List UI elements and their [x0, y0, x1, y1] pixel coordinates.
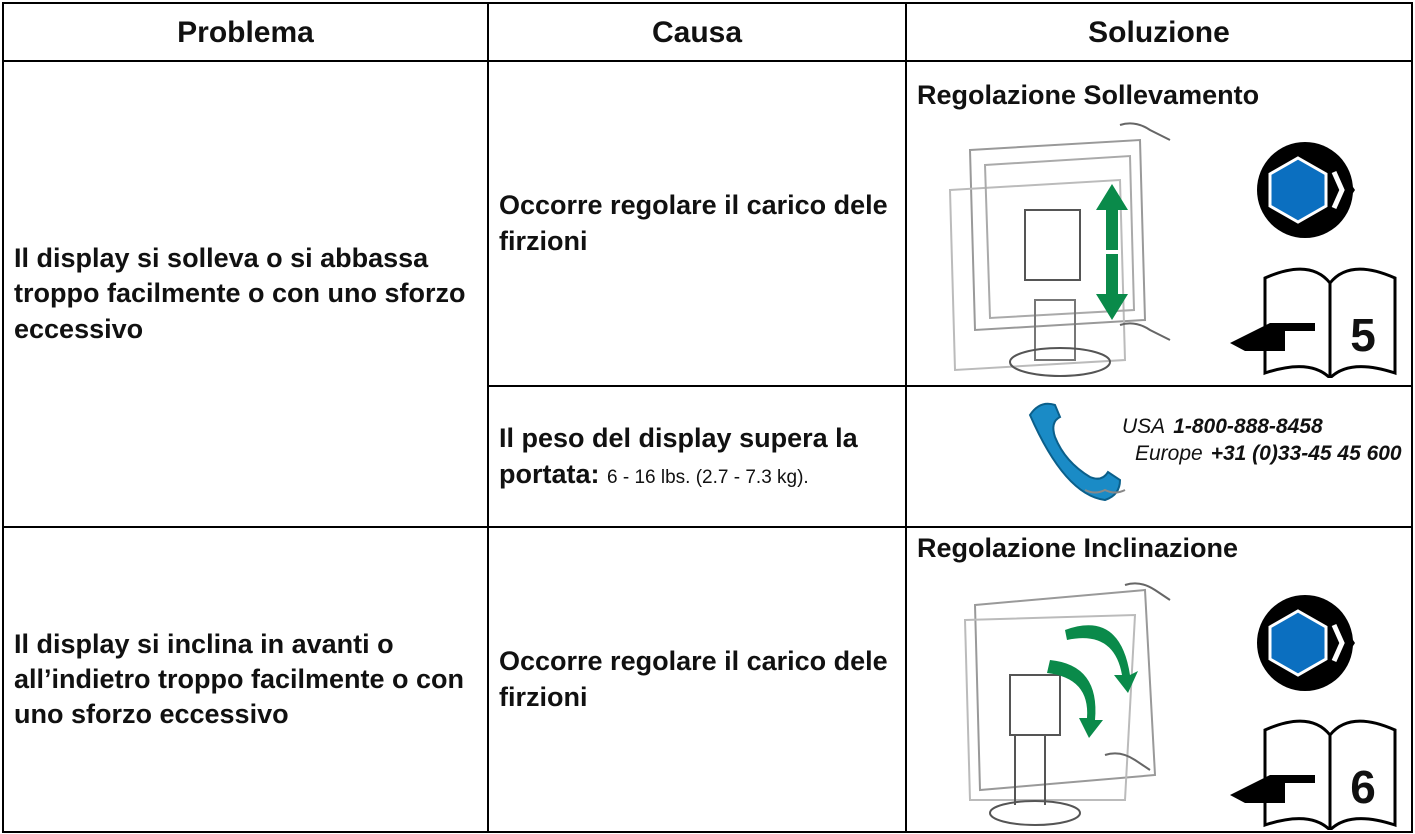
- page-number: 6: [1350, 761, 1376, 813]
- solution-title: Regolazione Sollevamento: [917, 80, 1260, 110]
- cause-cell: Occorre regolare il carico dele firzioni: [487, 526, 907, 833]
- cause-text: Il peso del display supera la portata: 6…: [499, 421, 895, 491]
- problem-cell: Il display si inclina in avanti o all’in…: [2, 526, 489, 833]
- header-cell: Problema: [2, 2, 489, 62]
- solution-cell: [905, 526, 1413, 833]
- manual-icon: 5: [1230, 267, 1397, 378]
- contact-line: Europe +31 (0)33-45 45 600: [1135, 442, 1402, 466]
- cause-cell: Occorre regolare il carico dele firzioni: [487, 60, 907, 387]
- cause-detail: 6 - 16 lbs. (2.7 - 7.3 kg).: [607, 466, 809, 488]
- tool-icon: [1257, 595, 1355, 691]
- header-cell: Causa: [487, 2, 907, 62]
- problem-cell: Il display si solleva o si abbassa tropp…: [2, 60, 489, 528]
- contact-line: USA 1-800-888-8458: [1122, 415, 1323, 439]
- solution-title: Regolazione Inclinazione: [917, 533, 1239, 563]
- page-number: 5: [1350, 309, 1376, 361]
- contact-phone: +31 (0)33-45 45 600: [1210, 442, 1402, 465]
- cause-text: Occorre regolare il carico dele firzioni: [499, 646, 888, 712]
- tool-icon: [1257, 142, 1355, 238]
- problem-text: Il display si inclina in avanti o all’in…: [14, 628, 465, 730]
- contact-region: Europe: [1135, 442, 1203, 465]
- header-cell: Soluzione: [905, 2, 1413, 62]
- contact-region: USA: [1122, 415, 1166, 438]
- phone-icon: [1028, 402, 1126, 502]
- cause-cell: Il peso del display supera la portata: 6…: [487, 385, 907, 528]
- manual-icon: 6: [1230, 719, 1397, 830]
- lift-illustration: [948, 122, 1171, 377]
- problem-text: Il display si solleva o si abbassa tropp…: [14, 243, 466, 344]
- contact-phone: 1-800-888-8458: [1173, 415, 1323, 438]
- cause-bold: Il peso del display supera la portata:: [499, 423, 858, 489]
- cause-text: Occorre regolare il carico dele firzioni: [499, 190, 888, 256]
- tilt-illustration: [963, 582, 1171, 826]
